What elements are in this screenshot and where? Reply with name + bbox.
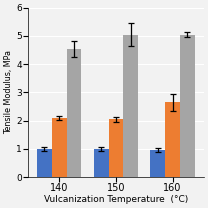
Bar (151, 150, 165, 177)
Bar (165, 102, 180, 177)
Bar (109, 119, 123, 177)
Bar (94, 149, 109, 177)
Bar (123, 35, 138, 177)
Bar (37, 149, 52, 177)
Bar (180, 35, 195, 177)
X-axis label: Vulcanization Temperature  (°C): Vulcanization Temperature (°C) (44, 195, 188, 204)
Bar (67, 49, 81, 177)
Y-axis label: Tensile Modulus, MPa: Tensile Modulus, MPa (4, 50, 13, 134)
Bar (52, 118, 67, 177)
